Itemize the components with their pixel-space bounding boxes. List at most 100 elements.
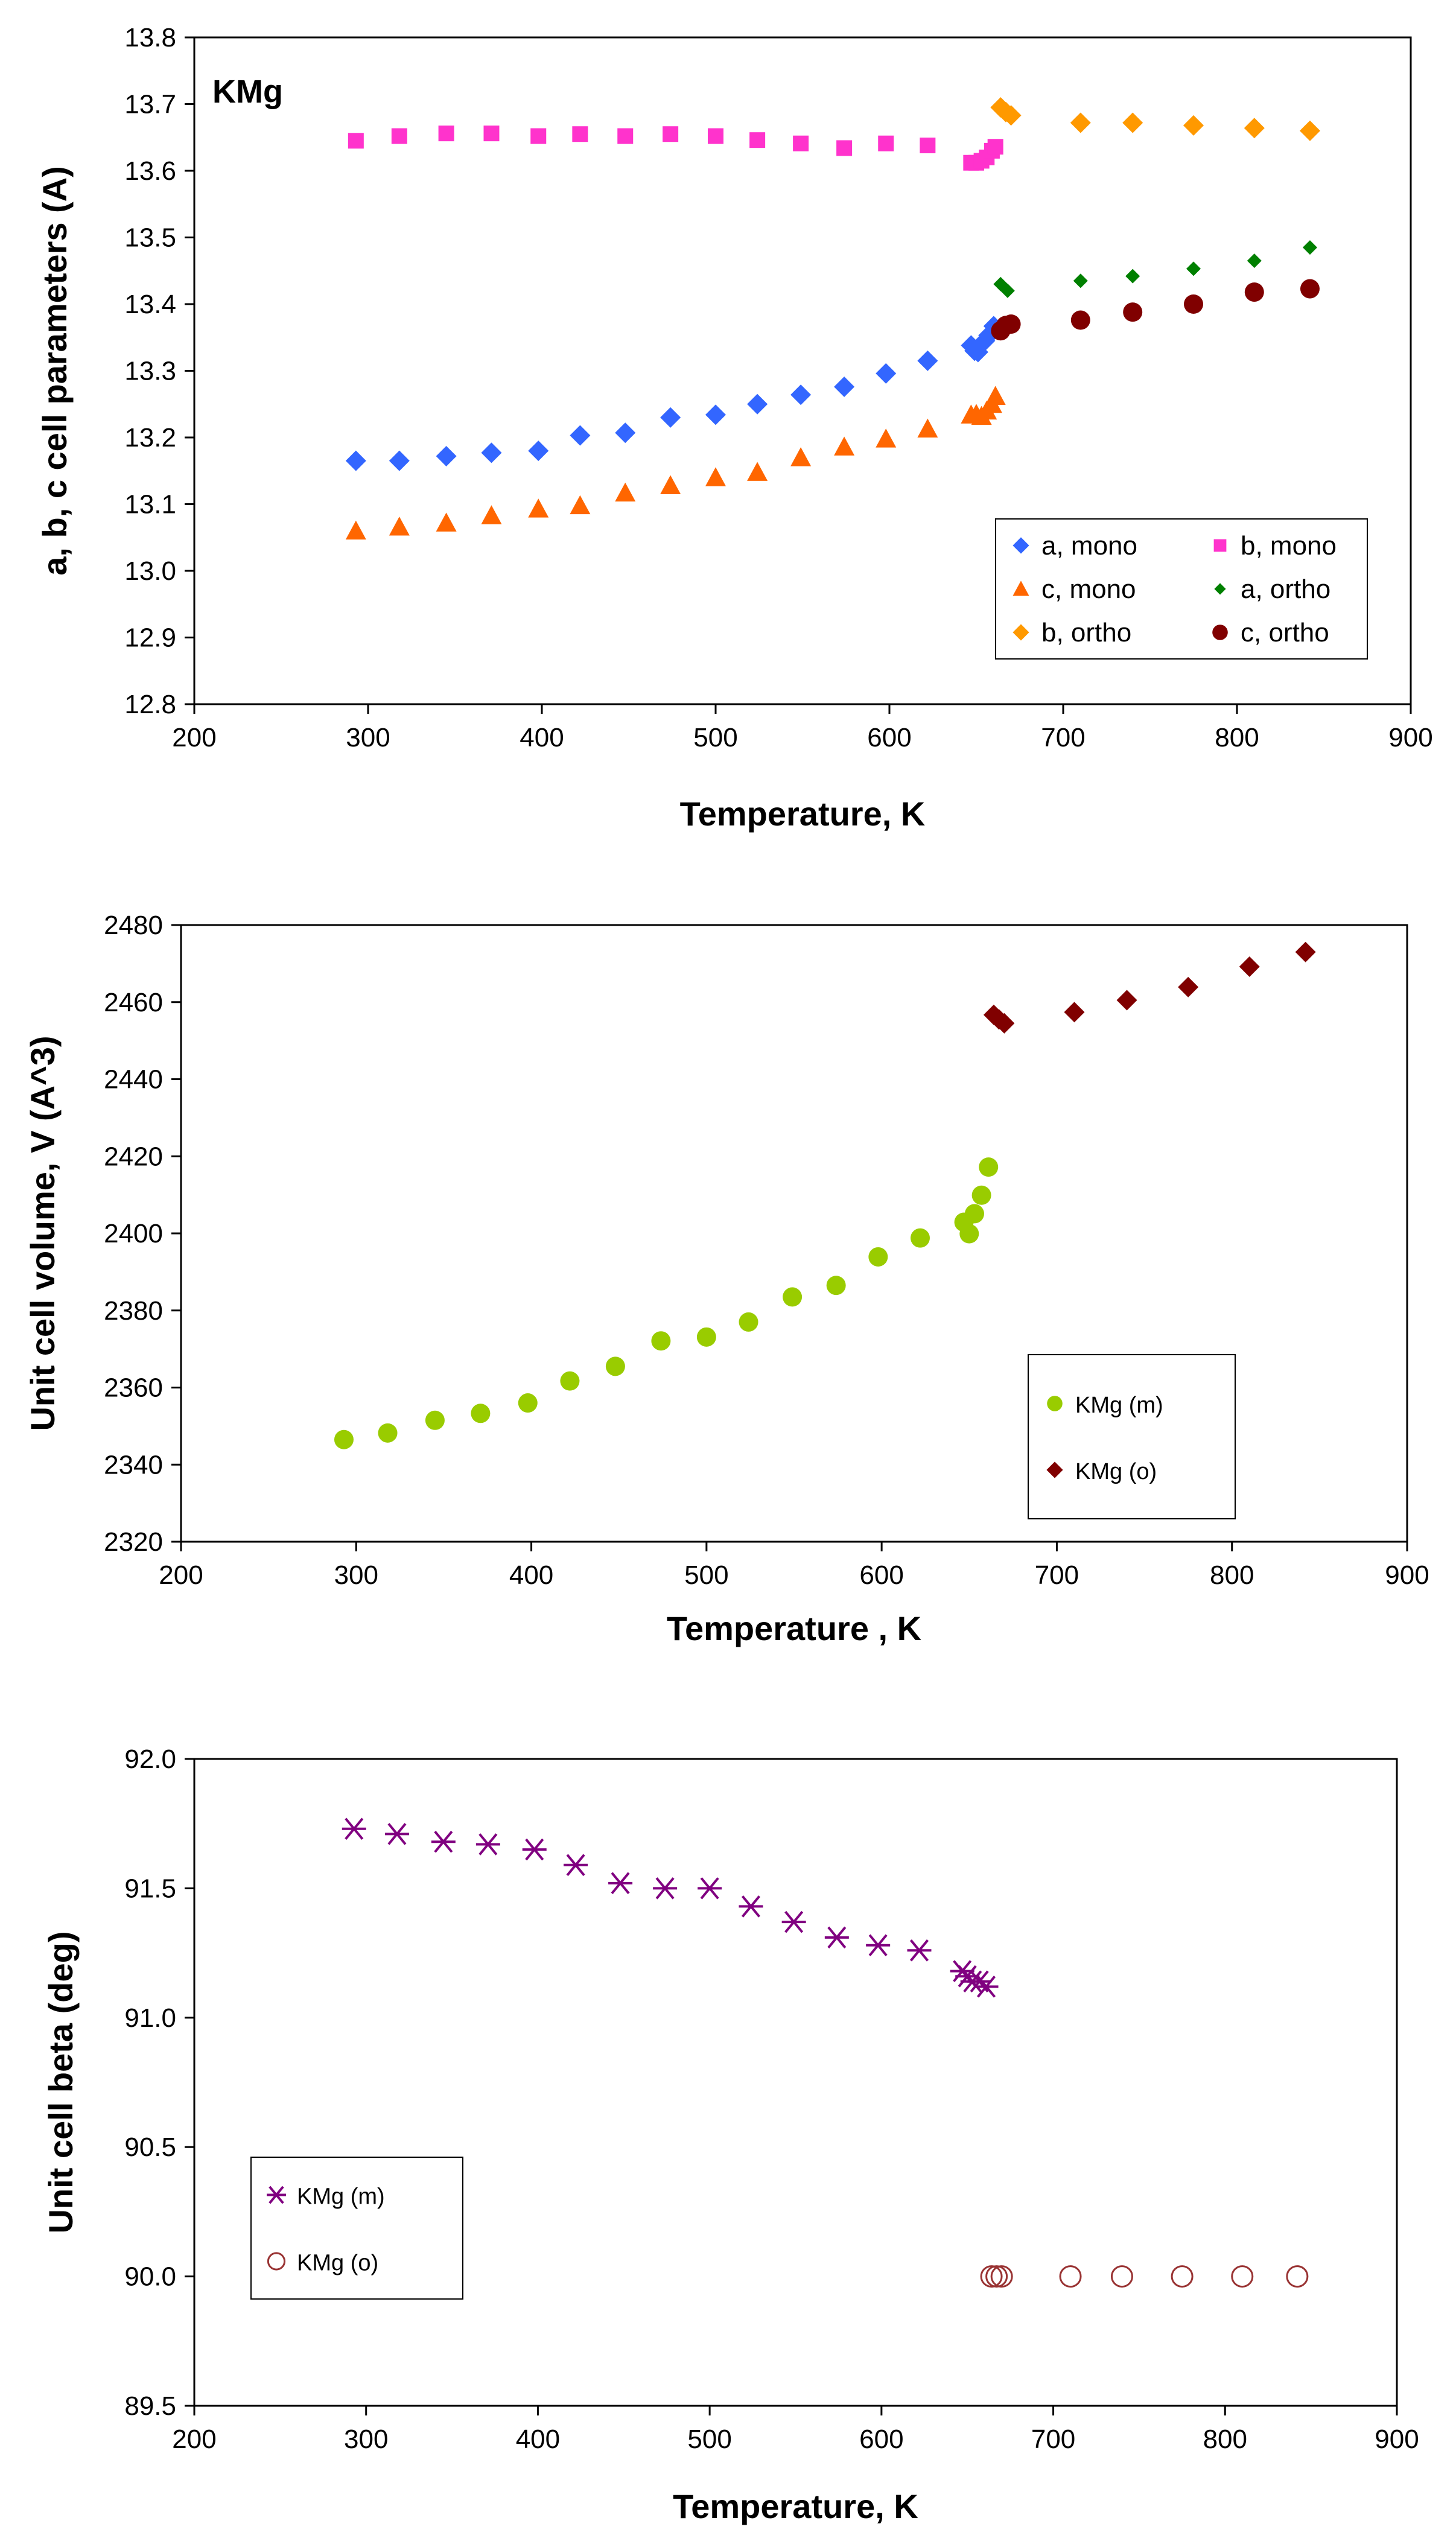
x-tick-label: 400 bbox=[516, 2425, 560, 2454]
data-point bbox=[345, 520, 366, 540]
data-point bbox=[1186, 261, 1201, 276]
legend-label: KMg (o) bbox=[297, 2251, 378, 2276]
data-point bbox=[907, 1939, 932, 1962]
series-0 bbox=[345, 316, 1004, 471]
legend-box bbox=[250, 2157, 463, 2300]
data-point bbox=[698, 1877, 722, 1900]
data-point bbox=[705, 404, 726, 425]
data-point bbox=[1070, 112, 1091, 133]
data-point bbox=[617, 128, 634, 144]
data-point bbox=[781, 1910, 806, 1933]
y-tick-label: 2380 bbox=[104, 1296, 163, 1326]
data-point bbox=[389, 517, 410, 536]
data-point bbox=[481, 505, 502, 524]
x-tick-label: 700 bbox=[1035, 1560, 1079, 1590]
y-tick-label: 2360 bbox=[104, 1373, 163, 1403]
data-point bbox=[438, 126, 454, 142]
data-point bbox=[1184, 294, 1203, 314]
data-point bbox=[1299, 120, 1320, 141]
x-tick-label: 300 bbox=[344, 2425, 388, 2454]
data-point bbox=[530, 128, 547, 144]
y-tick-label: 13.4 bbox=[124, 290, 176, 319]
legend: a, mono b, mono c, mono a, ortho b, ortho c, … bbox=[995, 518, 1368, 660]
legend-marker bbox=[1214, 583, 1226, 595]
data-point bbox=[391, 128, 407, 144]
data-point bbox=[1122, 112, 1143, 133]
legend-label: KMg (m) bbox=[1075, 1393, 1163, 1418]
data-point bbox=[1247, 253, 1262, 269]
legend-label: c, mono bbox=[1041, 574, 1136, 604]
data-point bbox=[790, 384, 812, 405]
legend-marker bbox=[1013, 580, 1029, 596]
x-tick-label: 200 bbox=[172, 723, 216, 752]
data-point bbox=[866, 1934, 891, 1957]
data-point bbox=[836, 140, 853, 156]
data-point bbox=[834, 377, 855, 398]
data-point bbox=[522, 1838, 547, 1861]
data-point bbox=[1178, 976, 1199, 997]
y-tick-label: 90.5 bbox=[124, 2132, 176, 2162]
data-point bbox=[378, 1423, 398, 1443]
x-tick-label: 400 bbox=[520, 723, 564, 752]
data-point bbox=[876, 363, 897, 384]
data-point bbox=[389, 450, 410, 471]
data-point bbox=[1171, 2265, 1194, 2288]
data-point bbox=[1244, 282, 1264, 302]
data-point bbox=[1059, 2265, 1082, 2288]
plot-area bbox=[193, 1758, 1398, 2407]
legend-label: KMg (o) bbox=[1075, 1459, 1157, 1484]
y-tick-label: 13.2 bbox=[124, 423, 176, 453]
data-point bbox=[570, 495, 591, 515]
y-tick-label: 13.5 bbox=[124, 223, 176, 253]
y-tick-label: 13.6 bbox=[124, 156, 176, 186]
x-tick-label: 400 bbox=[509, 1560, 553, 1590]
x-tick-label: 800 bbox=[1210, 1560, 1254, 1590]
series-4 bbox=[990, 97, 1320, 141]
data-point bbox=[1073, 273, 1088, 288]
y-tick-label: 91.5 bbox=[124, 1874, 176, 1903]
data-point bbox=[959, 1224, 979, 1244]
data-point bbox=[615, 422, 636, 444]
data-point bbox=[518, 1393, 538, 1413]
x-tick-label: 900 bbox=[1385, 1560, 1429, 1590]
data-point bbox=[425, 1410, 445, 1430]
legend-marker bbox=[1013, 624, 1029, 641]
data-point bbox=[528, 498, 549, 518]
y-tick-label: 2420 bbox=[104, 1142, 163, 1171]
data-point bbox=[826, 1276, 846, 1296]
data-point bbox=[436, 445, 457, 466]
data-point bbox=[483, 126, 500, 142]
data-point bbox=[971, 1185, 991, 1205]
data-point bbox=[436, 512, 457, 532]
y-tick-label: 13.3 bbox=[124, 357, 176, 386]
data-point bbox=[917, 418, 938, 438]
data-point bbox=[990, 2265, 1013, 2288]
legend-marker bbox=[267, 2186, 286, 2204]
y-tick-label: 2400 bbox=[104, 1219, 163, 1248]
series-1 bbox=[983, 941, 1316, 1034]
y-tick-label: 2480 bbox=[104, 911, 163, 940]
data-point bbox=[783, 1287, 803, 1307]
y-tick-label: 2340 bbox=[104, 1450, 163, 1480]
legend-marker bbox=[1213, 539, 1227, 552]
x-tick-label: 300 bbox=[346, 723, 390, 752]
data-point bbox=[564, 1854, 588, 1877]
legend-label: a, mono bbox=[1041, 531, 1137, 561]
data-point bbox=[431, 1830, 456, 1853]
x-tick-label: 600 bbox=[867, 723, 911, 752]
data-point bbox=[747, 393, 768, 415]
data-point bbox=[1295, 941, 1316, 962]
legend-label: c, ortho bbox=[1241, 618, 1329, 647]
y-tick-label: 13.0 bbox=[124, 556, 176, 586]
x-axis-title: Temperature , K bbox=[667, 1609, 921, 1647]
data-point bbox=[696, 1327, 716, 1347]
data-point bbox=[980, 2265, 1003, 2288]
series-1 bbox=[980, 2265, 1309, 2288]
data-point bbox=[824, 1926, 849, 1949]
data-point bbox=[739, 1895, 763, 1918]
y-tick-label: 2460 bbox=[104, 988, 163, 1017]
series-0 bbox=[342, 1817, 999, 1998]
y-tick-label: 2440 bbox=[104, 1065, 163, 1095]
data-point bbox=[1070, 310, 1090, 330]
